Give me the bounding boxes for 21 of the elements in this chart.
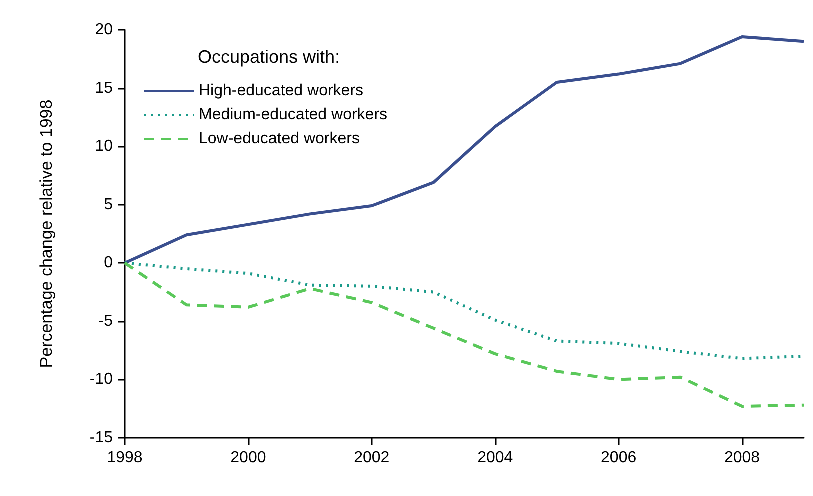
- legend-title: Occupations with:: [198, 47, 340, 67]
- x-tick-label: 2008: [724, 450, 760, 466]
- y-tick-label: 10: [95, 138, 114, 156]
- line-series: [124, 262, 805, 408]
- y-axis-title: Percentage change relative to 1998: [37, 100, 56, 368]
- y-tick-label: -10: [90, 371, 114, 388]
- y-tick-label: 15: [95, 80, 114, 97]
- legend-label: Low-educated workers: [199, 130, 360, 148]
- y-tick-label: -15: [90, 430, 114, 446]
- x-tick-label: 2000: [230, 450, 266, 466]
- legend-label: Medium-educated workers: [199, 106, 388, 124]
- x-tick-label: 2006: [601, 450, 637, 466]
- line-series: [124, 35, 805, 265]
- x-tick-label: 1998: [107, 450, 143, 466]
- x-tick-label: 2004: [478, 450, 514, 466]
- legend-label: High-educated workers: [199, 82, 364, 100]
- y-tick-label: 0: [104, 254, 114, 272]
- y-tick-label: 5: [104, 196, 114, 214]
- y-tick-label: 20: [95, 22, 114, 38]
- y-tick-label: -5: [98, 312, 114, 330]
- x-tick-label: 2002: [354, 450, 390, 466]
